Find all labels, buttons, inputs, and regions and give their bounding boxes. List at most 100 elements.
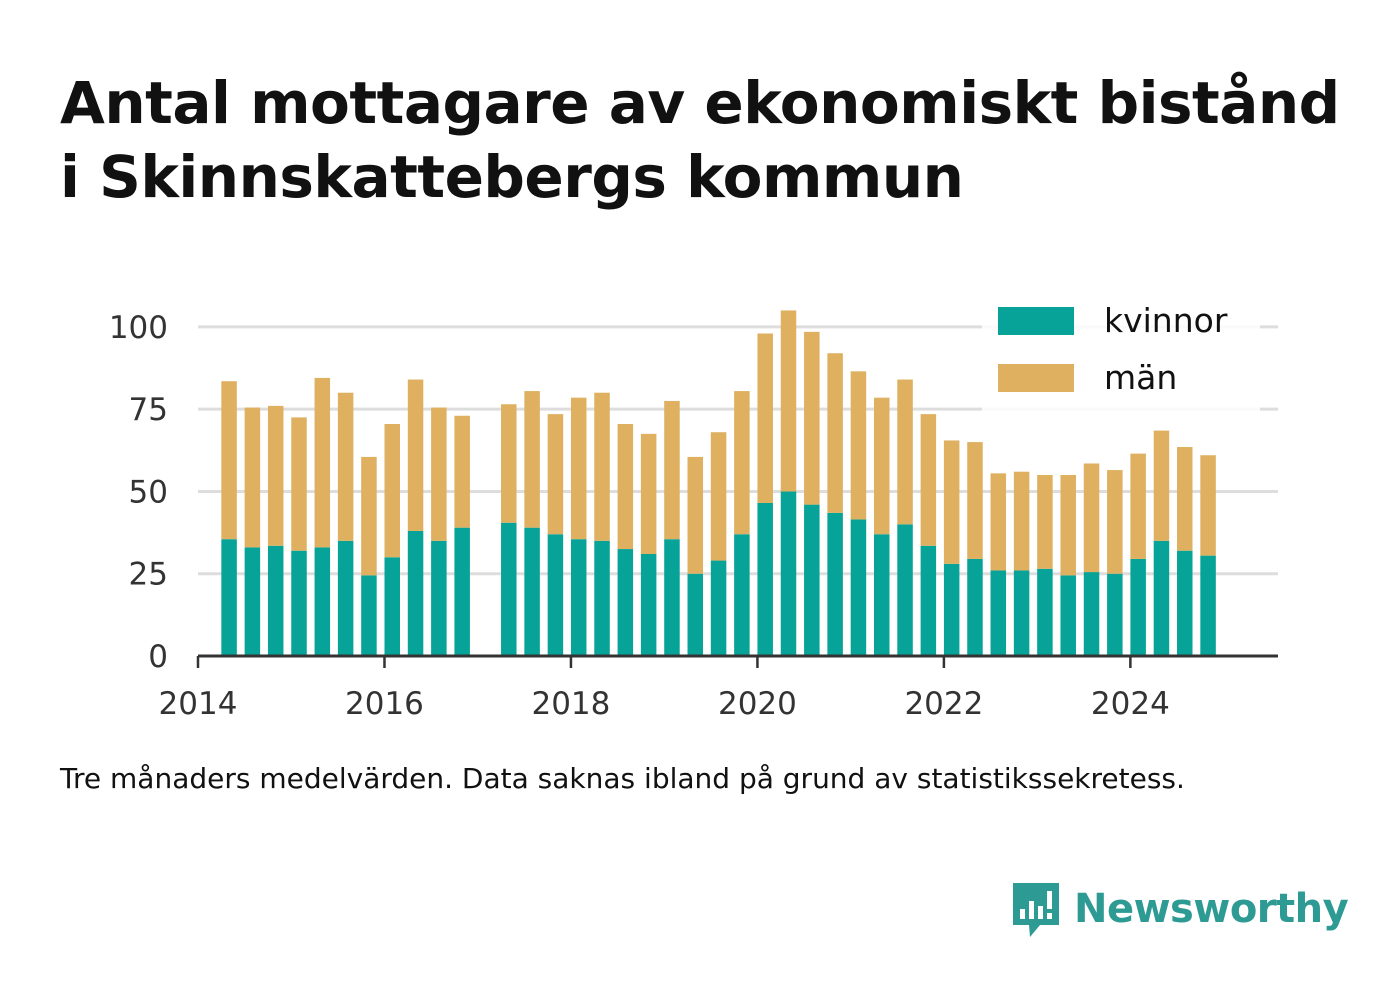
legend: kvinnor män (982, 294, 1260, 412)
bar-kvinnor-2020-11 (827, 512, 843, 656)
bar-man-2024-11 (1200, 455, 1216, 556)
bar-man-2018-05 (594, 392, 610, 541)
bar-man-2016-08 (431, 407, 447, 541)
bar-man-2023-08 (1083, 463, 1100, 573)
bar-kvinnor-2020-05 (780, 491, 797, 656)
bar-man-2020-11 (827, 353, 843, 513)
chart-title: Antal mottagare av ekonomiskt bistånd i … (60, 66, 1350, 214)
bar-man-2018-11 (640, 433, 657, 554)
bar-kvinnor-2014-08 (244, 547, 261, 656)
bar-kvinnor-2019-05 (687, 573, 704, 656)
bar-kvinnor-2023-02 (1037, 568, 1053, 656)
bar-man-2015-11 (361, 456, 377, 576)
bar-man-2018-02 (570, 397, 587, 540)
bar-kvinnor-2015-02 (291, 550, 307, 656)
bar-kvinnor-2021-11 (920, 545, 937, 656)
bar-man-2014-08 (244, 407, 261, 548)
bar-man-2019-11 (734, 391, 750, 535)
x-tick-label-2018: 2018 (531, 686, 610, 722)
bar-kvinnor-2021-02 (850, 519, 867, 656)
y-tick-label-25: 25 (129, 557, 168, 593)
bar-man-2017-11 (547, 414, 564, 535)
bar-man-2019-08 (710, 432, 727, 561)
bar-kvinnor-2016-02 (384, 557, 400, 656)
bar-kvinnor-2024-11 (1200, 555, 1216, 656)
bar-kvinnor-2015-05 (314, 547, 331, 656)
bar-man-2019-02 (664, 400, 680, 540)
bar-man-2017-08 (524, 391, 540, 528)
bar-man-2024-08 (1177, 447, 1193, 551)
bar-man-2016-11 (454, 415, 470, 528)
stacked-bar-chart: 0 25 50 75 100 2014 2016 2018 2020 2022 2024 kvinn… (109, 294, 1278, 722)
bar-kvinnor-2022-08 (990, 570, 1007, 656)
bar-man-2019-05 (687, 456, 704, 574)
brand-name: Newsworthy (1074, 886, 1349, 932)
bar-kvinnor-2022-11 (1013, 570, 1030, 656)
bar-kvinnor-2015-08 (337, 540, 354, 656)
bar-kvinnor-2018-02 (570, 539, 587, 656)
bar-kvinnor-2020-02 (757, 502, 773, 656)
chart-title-line-1: Antal mottagare av ekonomiskt bistånd (60, 69, 1340, 137)
bar-kvinnor-2016-05 (407, 530, 424, 656)
bar-kvinnor-2017-08 (524, 527, 540, 656)
bar-kvinnor-2023-05 (1060, 575, 1076, 656)
bar-man-2023-11 (1107, 470, 1123, 574)
bar-kvinnor-2024-08 (1177, 550, 1193, 656)
y-tick-label-50: 50 (129, 474, 168, 510)
bar-kvinnor-2021-05 (873, 534, 890, 656)
bar-kvinnor-2021-08 (897, 524, 913, 656)
x-tick-label-2014: 2014 (159, 686, 238, 722)
footnote: Tre månaders medelvärden. Data saknas ib… (60, 762, 1185, 795)
bar-man-2020-02 (757, 333, 773, 503)
bar-kvinnor-2019-11 (734, 534, 750, 656)
legend-label-man: män (1104, 358, 1177, 397)
legend-label-kvinnor: kvinnor (1104, 301, 1228, 340)
newsworthy-logo: Newsworthy (1010, 876, 1349, 942)
bar-kvinnor-2019-02 (664, 539, 680, 656)
bar-man-2021-11 (920, 414, 937, 546)
bar-kvinnor-2020-08 (804, 504, 820, 656)
bar-kvinnor-2023-11 (1107, 573, 1123, 656)
bar-kvinnor-2014-11 (267, 545, 284, 656)
bar-man-2018-08 (617, 423, 634, 550)
bar-man-2020-08 (804, 331, 820, 505)
y-tick-label-0: 0 (148, 639, 168, 675)
axes: 0 25 50 75 100 2014 2016 2018 2020 2022 2024 (109, 310, 1278, 722)
y-tick-label-100: 100 (109, 310, 168, 346)
bar-kvinnor-2018-05 (594, 540, 610, 656)
bar-kvinnor-2024-02 (1130, 558, 1146, 656)
bar-kvinnor-2019-08 (710, 560, 727, 656)
bar-kvinnor-2023-08 (1083, 572, 1100, 656)
bar-man-2023-05 (1060, 475, 1076, 576)
bar-man-2022-11 (1013, 471, 1030, 571)
bar-kvinnor-2022-05 (967, 558, 983, 656)
chart-title-line-2: i Skinnskattebergs kommun (60, 143, 964, 211)
x-tick-label-2024: 2024 (1091, 686, 1170, 722)
bar-man-2015-08 (337, 392, 354, 541)
bar-man-2023-02 (1037, 475, 1053, 569)
bar-man-2022-05 (967, 442, 983, 559)
bar-man-2021-05 (873, 397, 890, 535)
bars (221, 310, 1216, 656)
legend-swatch-man (998, 364, 1074, 392)
bar-man-2015-02 (291, 417, 307, 551)
bar-man-2024-05 (1153, 430, 1170, 541)
legend-swatch-kvinnor (998, 307, 1074, 335)
bar-chart-speech-bubble-icon (1013, 883, 1059, 937)
bar-man-2024-02 (1130, 453, 1146, 559)
bar-kvinnor-2024-05 (1153, 540, 1170, 656)
bar-kvinnor-2018-08 (617, 549, 634, 656)
bar-man-2021-08 (897, 379, 913, 525)
x-tick-label-2016: 2016 (345, 686, 424, 722)
bar-kvinnor-2015-11 (361, 575, 377, 656)
y-tick-label-75: 75 (129, 392, 168, 428)
bar-kvinnor-2018-11 (640, 553, 657, 656)
bar-man-2017-05 (501, 404, 517, 523)
bar-man-2016-05 (407, 379, 424, 531)
bar-kvinnor-2017-05 (501, 522, 517, 656)
bar-man-2015-05 (314, 377, 331, 548)
bar-man-2014-11 (267, 405, 284, 546)
bar-man-2021-02 (850, 371, 867, 520)
bar-man-2014-05 (221, 381, 237, 540)
bar-kvinnor-2017-11 (547, 534, 564, 656)
